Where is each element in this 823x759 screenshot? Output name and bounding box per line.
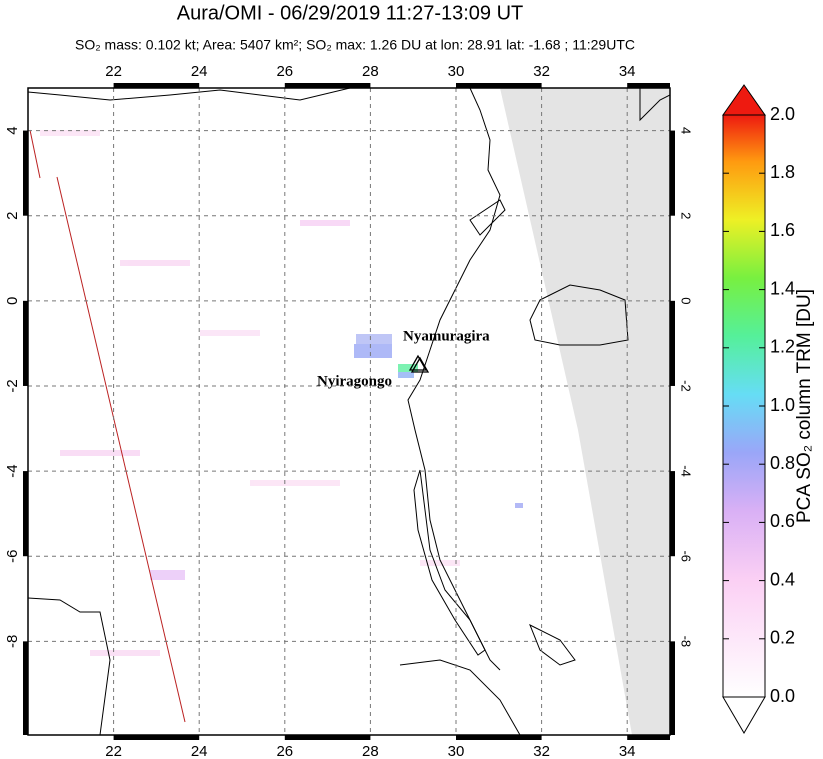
volcano-label: Nyiragongo (317, 373, 392, 389)
y-tick-label: -4 (4, 464, 21, 477)
map-area (28, 88, 670, 735)
colorbar-ticks: 0.0 0.2 0.4 0.6 0.8 1.0 1.2 1.4 1.6 1.8 2.0 (723, 104, 795, 706)
so2-pixels (40, 130, 523, 656)
colorbar-tick-label: 1.8 (770, 162, 795, 182)
map-frame (27, 87, 671, 736)
frame-bar (670, 130, 675, 216)
x-tick-label: 22 (105, 743, 122, 759)
colorbar-min-cap (722, 696, 766, 734)
colorbar-label: PCA SO₂ column TRM [DU] (794, 289, 815, 523)
orbit-edge (56, 176, 186, 723)
x-tick-label: 30 (448, 63, 465, 80)
x-tick-label: 24 (191, 63, 208, 80)
title: Aura/OMI - 06/29/2019 11:27-13:09 UT (177, 2, 524, 24)
coastlines (28, 88, 670, 735)
y-tick-label: -6 (679, 550, 694, 562)
x-tick-label: 32 (533, 63, 550, 80)
frame-bar (23, 300, 28, 386)
frame-bar (23, 641, 28, 735)
y-tick-label: -8 (4, 635, 21, 648)
colorbar-tick-label: 0.6 (770, 511, 795, 531)
y-tick-label: 4 (679, 127, 694, 134)
frame-bar (113, 83, 200, 88)
y-tick-label: 2 (4, 212, 21, 220)
frame-bar (23, 130, 28, 216)
colorbar-tick-label: 1.0 (770, 395, 795, 415)
y-tick-label: 4 (4, 126, 21, 134)
colorbar-tick-label: 0.2 (770, 628, 795, 648)
y-tick-label: 0 (679, 297, 694, 304)
frame-bar (456, 83, 542, 88)
subtitle: SO₂ mass: 0.102 kt; Area: 5407 km²; SO₂ … (75, 37, 635, 53)
volcano-marker (408, 354, 428, 371)
y-tick-label: -2 (679, 380, 694, 392)
colorbar-tick-label: 1.6 (770, 220, 795, 240)
y-tick-label: 2 (679, 212, 694, 219)
colorbar-tick-label: 0.0 (770, 686, 795, 706)
volcano-label: Nyamuragira (403, 328, 490, 344)
colorbar (722, 114, 766, 698)
x-tick-label: 26 (276, 63, 293, 80)
colorbar-tick-label: 0.8 (770, 453, 795, 473)
x-tick-label: 32 (533, 743, 550, 759)
y-tick-label: -8 (679, 636, 694, 648)
y-tick-label: -6 (4, 550, 21, 563)
frame-bar (670, 641, 675, 735)
y-tick-label: -2 (4, 379, 21, 392)
colorbar-tick-label: 1.4 (770, 278, 795, 298)
colorbar-tick-label: 2.0 (770, 104, 795, 124)
frame-bar (456, 735, 542, 740)
frame-bar (23, 471, 28, 557)
volcano-marker (410, 356, 430, 373)
x-tick-label: 28 (362, 63, 379, 80)
frame-bar (284, 83, 371, 88)
x-tick-label: 26 (276, 743, 293, 759)
frame-bar (284, 735, 371, 740)
y-tick-label: -4 (679, 465, 694, 477)
x-tick-label: 28 (362, 743, 379, 759)
x-tick-label: 30 (448, 743, 465, 759)
frame-bar (670, 300, 675, 386)
colorbar-tick-label: 0.4 (770, 569, 795, 589)
x-tick-label: 24 (191, 743, 208, 759)
orbit-edge (29, 129, 41, 179)
frame-bar (627, 735, 670, 740)
frame-bar (113, 735, 200, 740)
x-tick-label: 34 (619, 63, 636, 80)
colorbar-max-cap (722, 84, 766, 116)
x-tick-label: 22 (105, 63, 122, 80)
frame-bar (627, 83, 670, 88)
colorbar-tick-label: 1.2 (770, 337, 795, 357)
x-tick-label: 34 (619, 743, 636, 759)
y-tick-label: 0 (4, 297, 21, 305)
frame-bar (670, 471, 675, 557)
